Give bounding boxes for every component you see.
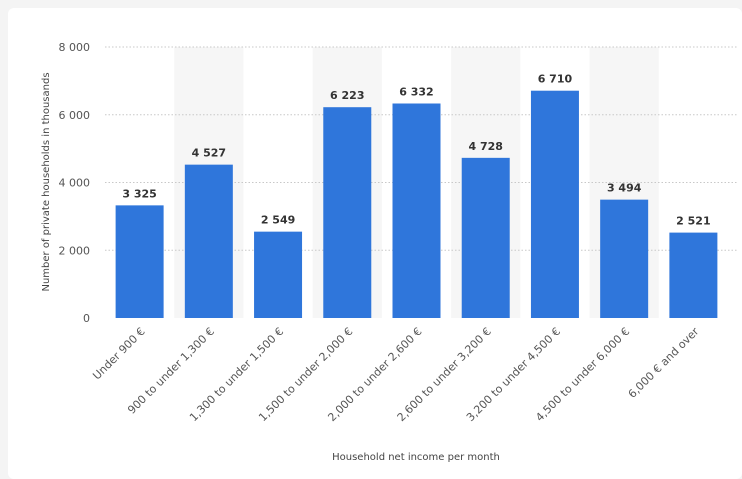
y-axis-ticks: 0 2 000 4 000 6 000 8 000 [59,41,91,325]
bar [392,103,441,318]
y-tick-label: 0 [83,312,90,325]
data-label: 6 710 [538,73,573,86]
bars [115,90,718,318]
y-tick-label: 4 000 [59,177,91,190]
y-tick-label: 6 000 [59,109,91,122]
data-label: 6 332 [399,86,433,99]
data-labels: 3 325 4 527 2 549 6 223 6 332 4 728 6 710 3 494… [122,73,710,228]
x-tick-label: Under 900 € [90,325,147,382]
bar [115,205,164,318]
data-label: 4 728 [468,140,502,153]
y-axis-title: Number of private households in thousand… [41,72,52,291]
data-label: 6 223 [330,89,364,102]
data-label: 3 325 [122,187,156,200]
x-axis-title: Household net income per month [332,452,500,463]
y-tick-label: 8 000 [59,41,91,54]
bar [184,164,233,318]
bar [669,232,718,318]
y-tick-label: 2 000 [59,244,91,257]
data-label: 3 494 [607,182,642,195]
bar [600,199,649,318]
data-label: 2 549 [261,214,295,227]
bar [530,90,579,318]
bar [323,107,372,318]
data-label: 4 527 [192,147,226,160]
x-tick-label: 6,000 € and over [626,325,702,401]
bar [254,231,303,318]
x-axis-ticks: Under 900 €900 to under 1,300 €1,300 to … [90,325,702,424]
data-label: 2 521 [676,215,710,228]
bar [461,157,510,318]
